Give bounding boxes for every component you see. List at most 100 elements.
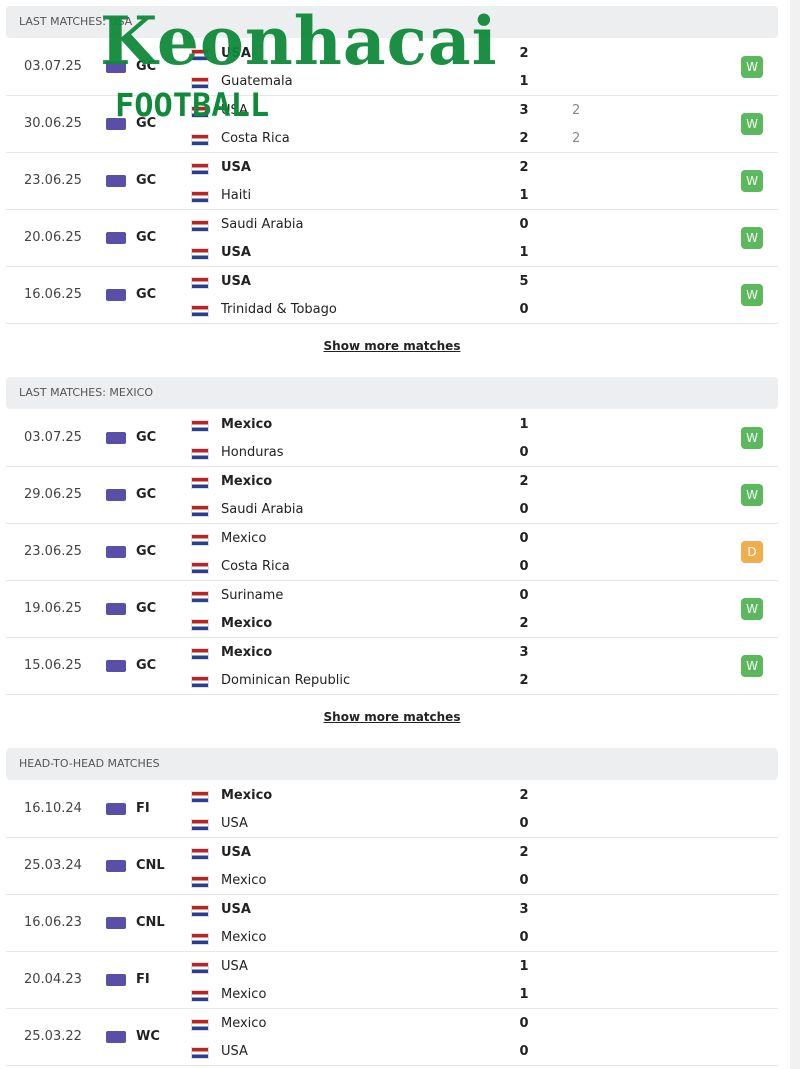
match-row[interactable]: 16.10.24 FI Mexico 2 USA 0 bbox=[6, 781, 778, 838]
show-more-link[interactable]: Show more matches bbox=[323, 339, 461, 353]
team-name: USA bbox=[221, 902, 251, 917]
team-name: Mexico bbox=[221, 417, 273, 432]
match-row[interactable]: 19.06.25 GC Suriname 0 Mexico 2 W bbox=[6, 581, 778, 638]
competition: FI bbox=[136, 972, 150, 987]
match-row[interactable]: 20.04.23 FI USA 1 Mexico 1 bbox=[6, 952, 778, 1009]
match-row[interactable]: 30.06.25 GC USA 3 2 Costa Rica 2 2 W bbox=[6, 96, 778, 153]
team-flag bbox=[191, 848, 209, 860]
team-flag bbox=[191, 248, 209, 260]
result-badge: W bbox=[741, 56, 763, 78]
competition: WC bbox=[136, 1029, 160, 1044]
competition: GC bbox=[136, 430, 157, 445]
team-score: 2 bbox=[519, 788, 529, 803]
match-row[interactable]: 16.06.25 GC USA 5 Trinidad & Tobago 0 W bbox=[6, 267, 778, 324]
team-name: Mexico bbox=[221, 788, 273, 803]
team-name: USA bbox=[221, 103, 248, 118]
team-flag bbox=[191, 933, 209, 945]
match-row[interactable]: 29.06.25 GC Mexico 2 Saudi Arabia 0 W bbox=[6, 467, 778, 524]
team-flag bbox=[191, 163, 209, 175]
team-flag bbox=[191, 648, 209, 660]
show-more-link[interactable]: Show more matches bbox=[323, 710, 461, 724]
match-row[interactable]: 20.06.25 GC Saudi Arabia 0 USA 1 W bbox=[6, 210, 778, 267]
competition: GC bbox=[136, 487, 157, 502]
team-score: 0 bbox=[519, 302, 529, 317]
competition: GC bbox=[136, 287, 157, 302]
competition-icon bbox=[106, 1031, 126, 1043]
team-score: 1 bbox=[519, 959, 529, 974]
match-row[interactable]: 16.06.23 CNL USA 3 Mexico 0 bbox=[6, 895, 778, 952]
match-date: 19.06.25 bbox=[24, 601, 82, 616]
team-score: 0 bbox=[519, 217, 529, 232]
match-date: 16.06.23 bbox=[24, 915, 82, 930]
team-score: 0 bbox=[519, 816, 529, 831]
result-badge: W bbox=[741, 284, 763, 306]
team-name: Mexico bbox=[221, 616, 273, 631]
result-badge: W bbox=[741, 113, 763, 135]
competition: GC bbox=[136, 601, 157, 616]
team-score: 2 bbox=[519, 474, 529, 489]
competition: CNL bbox=[136, 858, 165, 873]
competition: GC bbox=[136, 544, 157, 559]
result-badge: W bbox=[741, 227, 763, 249]
competition-icon bbox=[106, 917, 126, 929]
match-date: 20.06.25 bbox=[24, 230, 82, 245]
match-date: 23.06.25 bbox=[24, 173, 82, 188]
match-date: 29.06.25 bbox=[24, 487, 82, 502]
match-row[interactable]: 23.06.25 GC Mexico 0 Costa Rica 0 D bbox=[6, 524, 778, 581]
team-score: 0 bbox=[519, 445, 529, 460]
team-score: 0 bbox=[519, 873, 529, 888]
team-score: 2 bbox=[519, 616, 529, 631]
match-date: 30.06.25 bbox=[24, 116, 82, 131]
match-row[interactable]: 23.06.25 GC USA 2 Haiti 1 W bbox=[6, 153, 778, 210]
competition: CNL bbox=[136, 915, 165, 930]
team-score: 1 bbox=[519, 74, 529, 89]
team-score: 2 bbox=[519, 845, 529, 860]
competition: GC bbox=[136, 116, 157, 131]
section-header: LAST MATCHES: MEXICO bbox=[6, 377, 778, 409]
result-badge: W bbox=[741, 484, 763, 506]
match-date: 25.03.22 bbox=[24, 1029, 82, 1044]
match-row[interactable]: 15.06.25 GC Mexico 3 Dominican Republic 2 W bbox=[6, 638, 778, 695]
result-badge: D bbox=[741, 541, 763, 563]
match-row[interactable]: 25.03.22 WC Mexico 0 USA 0 bbox=[6, 1009, 778, 1066]
team-name: Mexico bbox=[221, 645, 273, 660]
team-flag bbox=[191, 1019, 209, 1031]
team-flag bbox=[191, 819, 209, 831]
team-name: USA bbox=[221, 959, 248, 974]
team-name: USA bbox=[221, 160, 251, 175]
team-flag bbox=[191, 591, 209, 603]
section-header: HEAD-TO-HEAD MATCHES bbox=[6, 748, 778, 780]
match-date: 25.03.24 bbox=[24, 858, 82, 873]
match-row[interactable]: 03.07.25 GC USA 2 Guatemala 1 W bbox=[6, 39, 778, 96]
competition-icon bbox=[106, 61, 126, 73]
match-row[interactable]: 03.07.25 GC Mexico 1 Honduras 0 W bbox=[6, 410, 778, 467]
team-name: USA bbox=[221, 816, 248, 831]
team-flag bbox=[191, 619, 209, 631]
team-flag bbox=[191, 676, 209, 688]
competition-icon bbox=[106, 803, 126, 815]
team-score: 2 bbox=[519, 160, 529, 175]
competition-icon bbox=[106, 974, 126, 986]
team-flag bbox=[191, 534, 209, 546]
team-score: 5 bbox=[519, 274, 529, 289]
competition-icon bbox=[106, 603, 126, 615]
match-row[interactable]: 25.03.24 CNL USA 2 Mexico 0 bbox=[6, 838, 778, 895]
team-flag bbox=[191, 305, 209, 317]
team-name: Costa Rica bbox=[221, 559, 290, 574]
team-name: USA bbox=[221, 1044, 248, 1059]
team-name: Saudi Arabia bbox=[221, 502, 304, 517]
team-name: USA bbox=[221, 845, 251, 860]
competition: GC bbox=[136, 658, 157, 673]
team-score: 0 bbox=[519, 930, 529, 945]
competition-icon bbox=[106, 432, 126, 444]
team-flag bbox=[191, 277, 209, 289]
competition-icon bbox=[106, 289, 126, 301]
competition-icon bbox=[106, 660, 126, 672]
scrollbar bbox=[790, 0, 800, 1069]
team-score: 0 bbox=[519, 588, 529, 603]
section-header: LAST MATCHES: USA bbox=[6, 6, 778, 38]
team-name: Mexico bbox=[221, 1016, 267, 1031]
team-name: Costa Rica bbox=[221, 131, 290, 146]
match-date: 23.06.25 bbox=[24, 544, 82, 559]
